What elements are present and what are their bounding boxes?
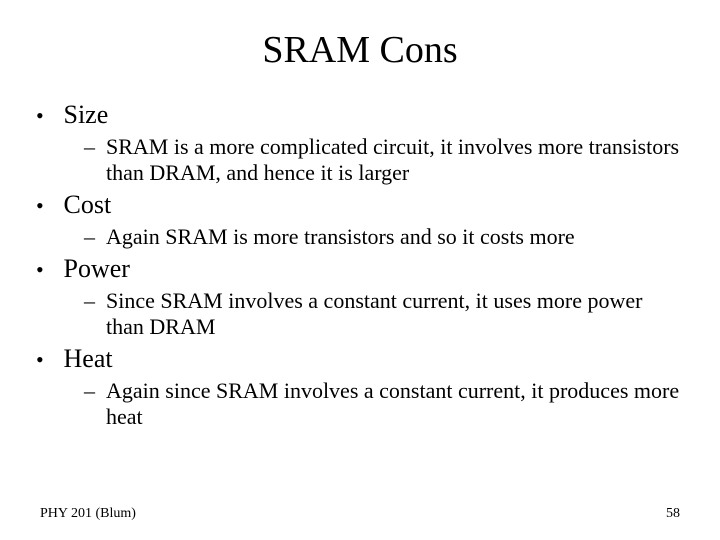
sub-bullet-list: SRAM is a more complicated circuit, it i…	[58, 134, 680, 186]
bullet-list: Size SRAM is a more complicated circuit,…	[40, 100, 680, 430]
sub-bullet-list: Again since SRAM involves a constant cur…	[58, 378, 680, 430]
footer-left: PHY 201 (Blum)	[40, 506, 136, 522]
slide: SRAM Cons Size SRAM is a more complicate…	[0, 0, 720, 540]
bullet-label: Cost	[64, 190, 112, 219]
sub-bullet-item: SRAM is a more complicated circuit, it i…	[106, 134, 680, 186]
sub-bullet-item: Again since SRAM involves a constant cur…	[106, 378, 680, 430]
slide-title: SRAM Cons	[40, 28, 680, 72]
slide-footer: PHY 201 (Blum) 58	[40, 506, 680, 522]
bullet-label: Heat	[64, 344, 113, 373]
sub-bullet-list: Since SRAM involves a constant current, …	[58, 288, 680, 340]
footer-page-number: 58	[666, 506, 680, 522]
sub-bullet-item: Since SRAM involves a constant current, …	[106, 288, 680, 340]
bullet-item-heat: Heat Again since SRAM involves a constan…	[58, 344, 680, 430]
bullet-item-cost: Cost Again SRAM is more transistors and …	[58, 190, 680, 250]
bullet-item-size: Size SRAM is a more complicated circuit,…	[58, 100, 680, 186]
bullet-label: Power	[64, 254, 130, 283]
bullet-item-power: Power Since SRAM involves a constant cur…	[58, 254, 680, 340]
bullet-label: Size	[64, 100, 109, 129]
sub-bullet-list: Again SRAM is more transistors and so it…	[58, 224, 680, 250]
sub-bullet-item: Again SRAM is more transistors and so it…	[106, 224, 680, 250]
slide-content: Size SRAM is a more complicated circuit,…	[40, 100, 680, 430]
